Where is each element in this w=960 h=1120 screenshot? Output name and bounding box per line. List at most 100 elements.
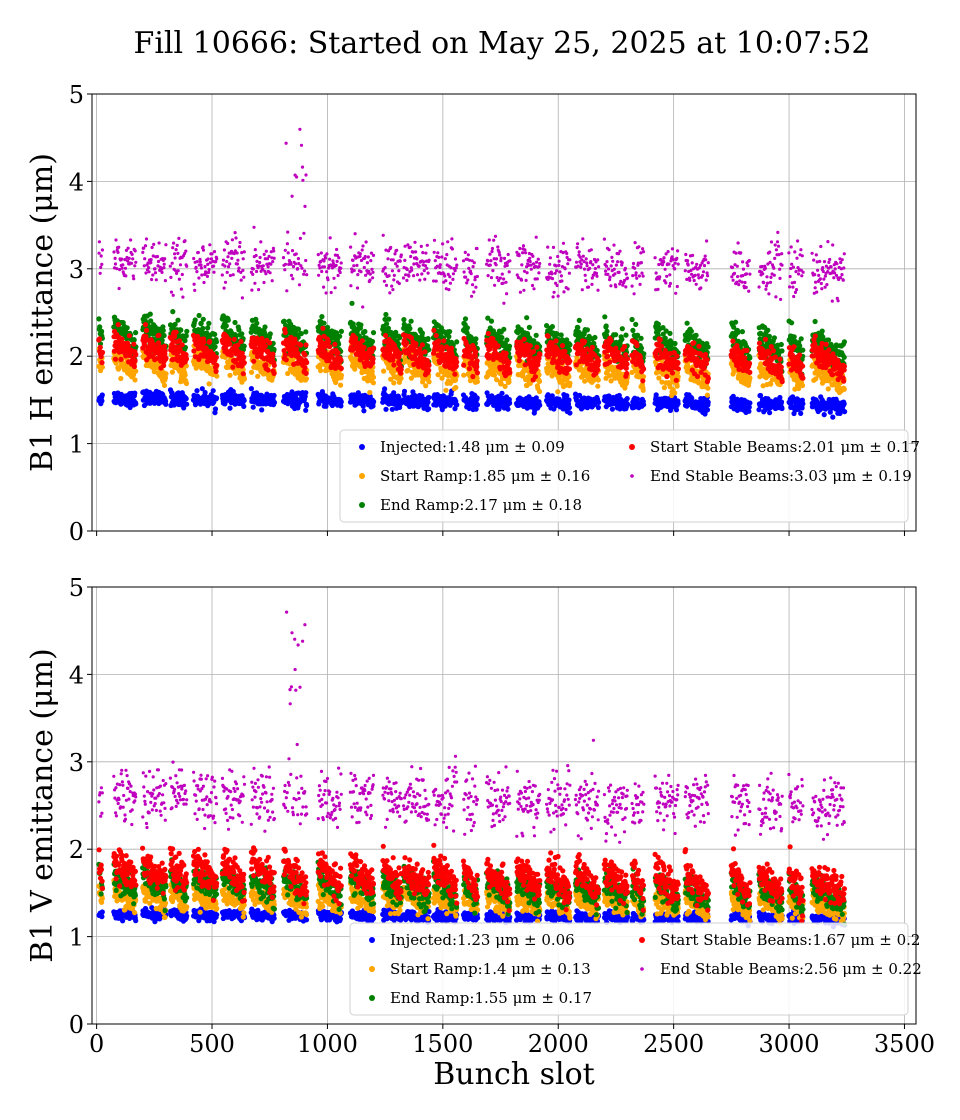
data-point bbox=[338, 328, 344, 334]
data-point bbox=[304, 359, 310, 366]
data-point bbox=[555, 389, 561, 395]
data-point bbox=[735, 329, 741, 335]
data-point bbox=[362, 328, 368, 335]
data-point bbox=[97, 344, 103, 350]
data-point bbox=[163, 401, 169, 407]
data-point bbox=[99, 328, 105, 334]
data-point bbox=[567, 380, 573, 386]
data-point bbox=[200, 316, 206, 322]
data-point bbox=[231, 336, 237, 342]
data-point bbox=[825, 337, 832, 343]
data-point bbox=[733, 319, 739, 325]
data-point bbox=[241, 343, 247, 349]
data-point bbox=[321, 320, 327, 326]
data-point bbox=[594, 347, 600, 354]
data-point bbox=[779, 405, 785, 412]
data-point bbox=[454, 402, 460, 408]
data-point bbox=[841, 354, 847, 360]
data-point bbox=[282, 352, 288, 358]
data-point bbox=[293, 346, 300, 352]
data-point bbox=[169, 369, 175, 375]
data-point bbox=[603, 323, 609, 329]
data-point bbox=[132, 358, 138, 364]
data-point bbox=[595, 377, 601, 383]
data-point bbox=[705, 344, 711, 350]
data-point bbox=[112, 356, 119, 362]
data-point bbox=[124, 325, 130, 331]
data-point bbox=[183, 396, 189, 402]
data-point bbox=[638, 335, 644, 341]
data-point bbox=[200, 325, 206, 331]
data-point bbox=[367, 389, 373, 396]
data-point bbox=[303, 376, 309, 382]
data-point bbox=[536, 378, 543, 384]
data-point bbox=[325, 339, 331, 345]
data-point bbox=[566, 405, 573, 411]
data-point bbox=[232, 319, 238, 326]
data-point bbox=[371, 399, 377, 405]
data-point bbox=[419, 330, 425, 336]
data-point bbox=[499, 390, 505, 396]
data-point bbox=[142, 322, 149, 328]
data-point bbox=[206, 381, 212, 387]
data-point bbox=[358, 322, 364, 328]
data-point bbox=[501, 326, 507, 332]
data-point bbox=[474, 395, 480, 401]
data-point bbox=[194, 388, 200, 394]
data-point bbox=[567, 410, 573, 416]
data-point bbox=[391, 380, 397, 386]
data-point bbox=[199, 386, 205, 392]
data-point bbox=[99, 349, 106, 356]
data-point bbox=[506, 396, 512, 403]
data-point bbox=[271, 370, 277, 376]
data-point bbox=[688, 328, 695, 334]
data-point bbox=[526, 324, 533, 330]
data-point bbox=[241, 360, 247, 366]
data-point bbox=[821, 412, 827, 418]
data-point bbox=[202, 389, 208, 396]
data-point bbox=[183, 333, 189, 339]
data-point bbox=[132, 377, 138, 383]
data-point bbox=[798, 410, 804, 416]
data-point bbox=[841, 401, 847, 407]
data-point bbox=[196, 312, 202, 319]
data-point bbox=[619, 336, 625, 342]
data-point bbox=[633, 321, 639, 327]
data-point bbox=[96, 316, 102, 322]
data-point bbox=[227, 372, 233, 378]
data-point bbox=[160, 327, 166, 334]
data-point bbox=[303, 342, 309, 348]
data-point bbox=[381, 368, 387, 374]
data-point bbox=[425, 399, 431, 405]
data-point bbox=[262, 343, 268, 349]
data-point bbox=[841, 339, 848, 345]
data-point bbox=[473, 406, 479, 412]
data-point bbox=[338, 382, 344, 388]
data-point bbox=[592, 334, 598, 341]
data-point bbox=[240, 371, 246, 377]
data-point bbox=[778, 399, 785, 405]
data-point bbox=[384, 321, 390, 327]
data-point bbox=[778, 341, 784, 348]
data-points bbox=[96, 127, 848, 420]
data-point bbox=[207, 338, 213, 344]
data-point bbox=[359, 338, 365, 344]
data-point bbox=[303, 407, 309, 413]
data-point bbox=[271, 362, 277, 368]
data-point bbox=[353, 335, 359, 341]
data-point bbox=[789, 320, 795, 326]
data-point bbox=[212, 331, 218, 337]
data-point bbox=[192, 317, 198, 323]
data-point bbox=[304, 402, 310, 409]
data-point bbox=[302, 365, 308, 371]
data-point bbox=[143, 327, 150, 333]
data-point bbox=[126, 333, 132, 339]
data-point bbox=[689, 395, 695, 401]
data-point bbox=[595, 383, 601, 389]
data-point bbox=[337, 333, 343, 339]
data-point bbox=[282, 329, 288, 336]
data-point bbox=[672, 390, 678, 396]
data-point bbox=[656, 375, 662, 381]
data-point bbox=[338, 372, 344, 378]
